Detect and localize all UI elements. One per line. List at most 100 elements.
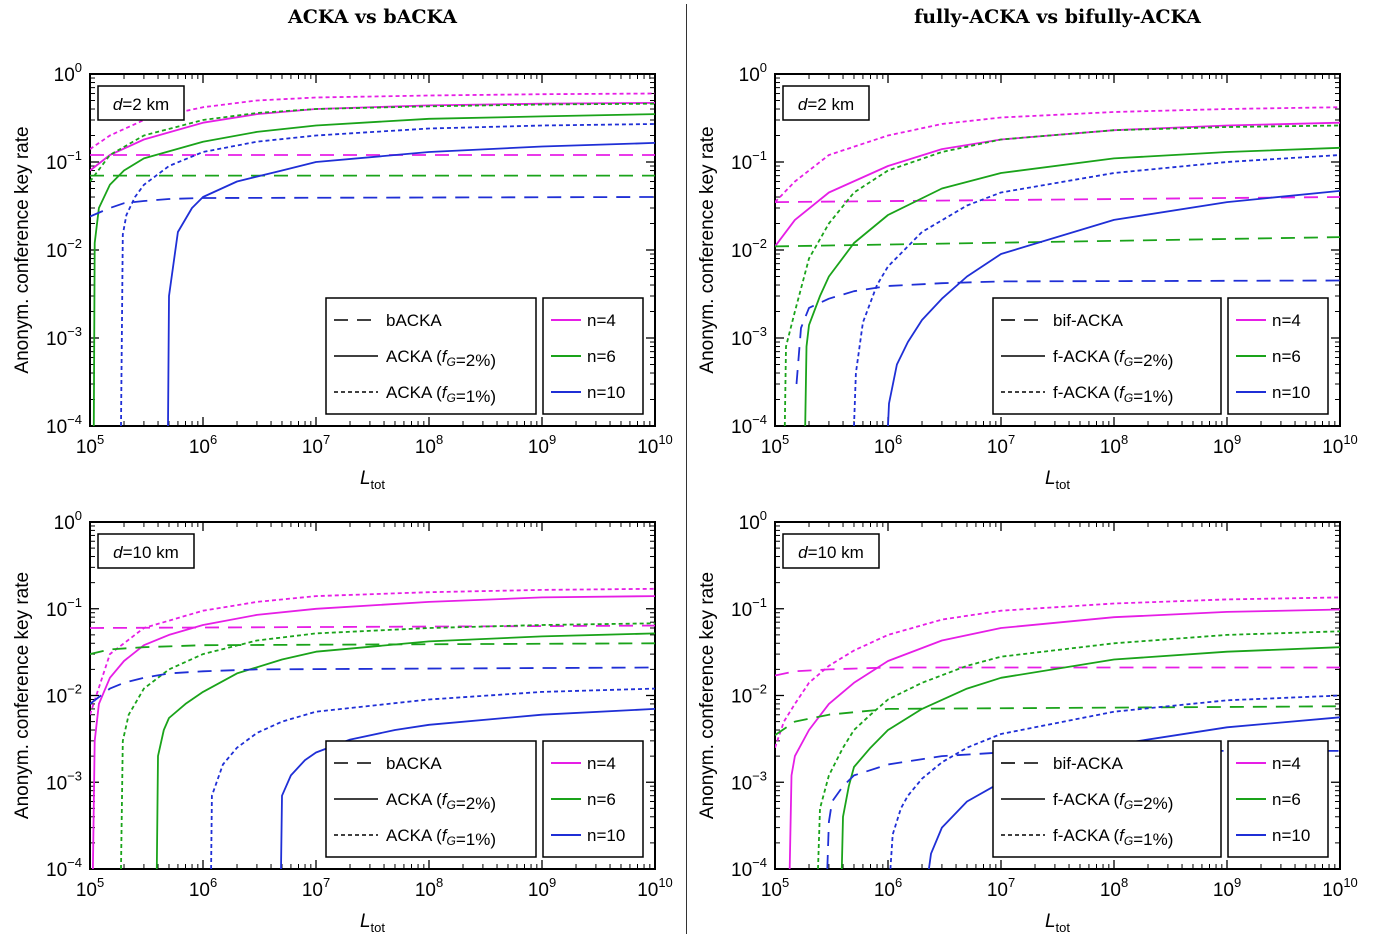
legend-label: n=4 — [1272, 754, 1301, 773]
y-axis-label: Anonym. conference key rate — [697, 572, 718, 819]
x-tick-label: 107 — [302, 875, 330, 901]
series-line-n6-dashed — [775, 705, 1340, 736]
x-tick-label: 108 — [415, 875, 443, 901]
chart-facka-d2: 105 106 107 108 109 1010 10−4 10−3 10−2 10−1 100 Lt… — [697, 60, 1358, 492]
series-group — [90, 92, 655, 426]
chart-facka-d10: 105 106 107 108 109 1010 10−4 10−3 10−2 10−1 100 Lt… — [697, 508, 1358, 934]
y-tick-label: 10−2 — [46, 682, 82, 708]
x-tick-label: 107 — [987, 875, 1015, 901]
y-tick-label: 10−3 — [46, 324, 82, 350]
n-legend-box — [542, 740, 644, 858]
series-line-n6-solid — [155, 632, 655, 869]
legend-label: bif-ACKA — [1053, 754, 1124, 773]
series-line-n10-dotted — [210, 687, 655, 869]
series-line-n4-solid — [775, 121, 1340, 247]
y-tick-label: 10−1 — [46, 148, 82, 174]
x-tick-label: 108 — [1100, 875, 1128, 901]
legend-label: n=6 — [1272, 347, 1301, 366]
y-tick-label: 100 — [54, 508, 82, 534]
x-tick-label: 106 — [189, 432, 217, 458]
x-tick-label: 108 — [1100, 432, 1128, 458]
series-line-n10-dashed — [90, 666, 655, 705]
series-line-n4-dashed — [775, 196, 1340, 203]
x-tick-label: 1010 — [637, 432, 673, 458]
annotation-text: d=2 km — [798, 95, 854, 114]
style-legend: bACKA ACKA (fG=2%) ACKA (fG=1%) — [325, 297, 537, 415]
distance-annotation: d=2 km — [97, 85, 185, 121]
legend-label: n=4 — [587, 754, 616, 773]
x-axis-label: Ltot — [360, 468, 385, 492]
legend-label: f-ACKA (fG=1%) — [1053, 383, 1173, 406]
y-tick-label: 10−3 — [731, 324, 767, 350]
style-legend: bACKA ACKA (fG=2%) ACKA (fG=1%) — [325, 740, 537, 858]
series-line-n4-dotted — [90, 92, 655, 150]
distance-annotation: d=10 km — [97, 533, 195, 569]
legend-label: n=6 — [1272, 790, 1301, 809]
y-tick-label: 100 — [739, 508, 767, 534]
series-line-n10-dotted — [120, 123, 655, 426]
y-tick-label: 10−4 — [46, 855, 82, 881]
x-tick-label: 105 — [76, 432, 104, 458]
series-line-n10-dashed — [795, 279, 1340, 385]
style-legend: bif-ACKA f-ACKA (fG=2%) f-ACKA (fG=1%) — [992, 740, 1222, 858]
legend-label: bACKA — [386, 754, 442, 773]
series-line-n10-solid — [167, 142, 655, 426]
legend-label: n=4 — [587, 311, 616, 330]
legend-label: n=6 — [587, 347, 616, 366]
chart-acka-d2: 105 106 107 108 109 1010 10−4 10−3 10−2 10−1 100 Lt… — [12, 60, 673, 492]
y-tick-label: 100 — [739, 60, 767, 86]
series-line-n6-dotted — [817, 630, 1340, 869]
x-tick-label: 109 — [1213, 875, 1241, 901]
y-tick-label: 10−1 — [731, 148, 767, 174]
y-tick-label: 10−1 — [731, 595, 767, 621]
y-tick-label: 10−4 — [731, 412, 767, 438]
series-line-n10-dotted — [853, 154, 1340, 426]
series-line-n6-dotted — [120, 622, 655, 869]
series-line-n6-solid — [840, 646, 1340, 869]
x-tick-label: 107 — [302, 432, 330, 458]
legend-label: n=10 — [1272, 826, 1310, 845]
series-line-n6-dotted — [783, 124, 1340, 426]
x-tick-label: 1010 — [637, 875, 673, 901]
y-tick-label: 10−3 — [731, 768, 767, 794]
annotation-box — [97, 85, 185, 121]
annotation-text: d=2 km — [113, 95, 169, 114]
legend-label: f-ACKA (fG=2%) — [1053, 790, 1173, 813]
distance-annotation: d=2 km — [782, 85, 870, 121]
series-line-n10-dotted — [889, 694, 1340, 869]
legend-label: ACKA (fG=2%) — [386, 347, 496, 370]
legend-label: ACKA (fG=2%) — [386, 790, 496, 813]
x-tick-label: 107 — [987, 432, 1015, 458]
x-tick-label: 109 — [1213, 432, 1241, 458]
n-legend: n=4 n=6 n=10 — [542, 297, 644, 415]
x-tick-label: 108 — [415, 432, 443, 458]
legend-label: bif-ACKA — [1053, 311, 1124, 330]
annotation-box — [782, 533, 880, 569]
x-tick-label: 1010 — [1322, 875, 1358, 901]
y-tick-label: 10−1 — [46, 595, 82, 621]
style-legend: bif-ACKA f-ACKA (fG=2%) f-ACKA (fG=1%) — [992, 297, 1222, 415]
y-tick-label: 10−2 — [731, 236, 767, 262]
series-line-n4-dotted — [775, 596, 1340, 748]
legend-label: n=4 — [1272, 311, 1301, 330]
series-line-n4-dotted — [775, 106, 1340, 203]
x-tick-label: 106 — [874, 875, 902, 901]
n-legend: n=4 n=6 n=10 — [1227, 297, 1329, 415]
n-legend: n=4 n=6 n=10 — [1227, 740, 1329, 858]
legend-label: n=6 — [587, 790, 616, 809]
y-tick-label: 10−3 — [46, 768, 82, 794]
chart-acka-d10: 105 106 107 108 109 1010 10−4 10−3 10−2 10−1 100 Lt… — [12, 508, 673, 934]
column-divider — [686, 4, 687, 934]
legend-label: f-ACKA (fG=2%) — [1053, 347, 1173, 370]
x-tick-label: 105 — [76, 875, 104, 901]
series-group — [775, 106, 1340, 426]
series-line-n6-dashed — [775, 236, 1340, 248]
series-line-n4-solid — [92, 595, 655, 869]
x-axis-label: Ltot — [1045, 911, 1070, 934]
x-tick-label: 106 — [874, 432, 902, 458]
annotation-box — [97, 533, 195, 569]
y-tick-label: 10−4 — [731, 855, 767, 881]
y-tick-label: 100 — [54, 60, 82, 86]
legend-label: bACKA — [386, 311, 442, 330]
